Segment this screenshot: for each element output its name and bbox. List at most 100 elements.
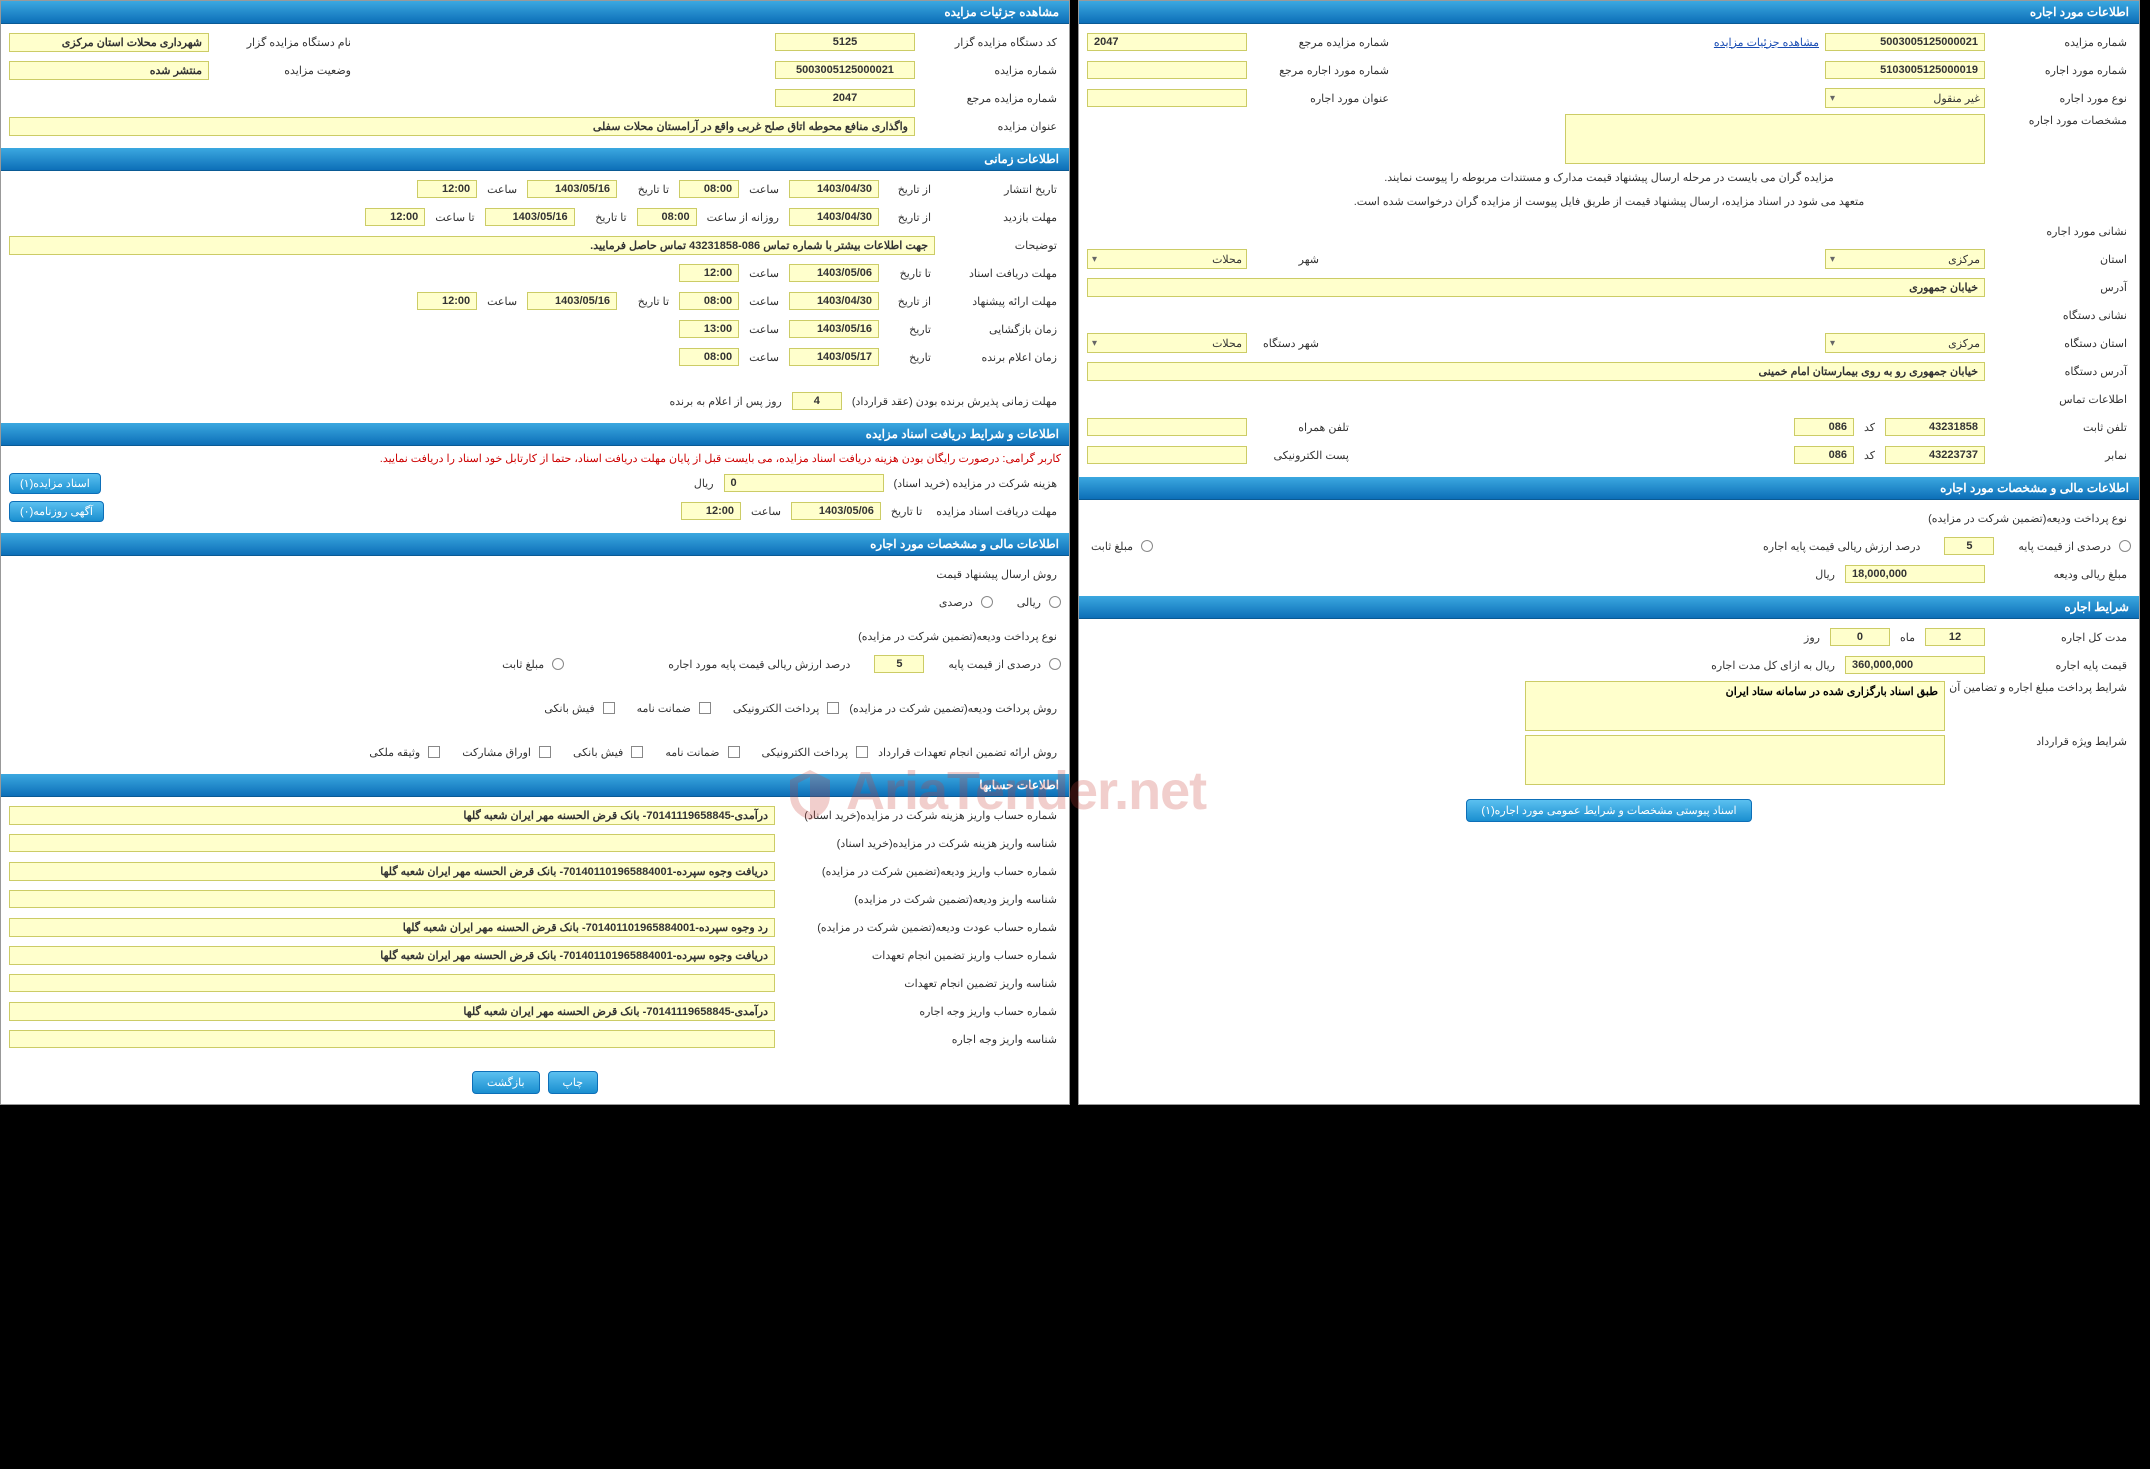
deposit-amount-value: 18,000,000 <box>1845 565 1985 583</box>
print-button[interactable]: چاپ <box>548 1071 599 1094</box>
doc-deadline-label: مهلت دریافت اسناد مزایده <box>932 505 1061 518</box>
org-address-value: خیابان جمهوری رو به روی بیمارستان امام خ… <box>1087 362 1985 381</box>
l-radio-fixed[interactable]: مبلغ ثابت <box>1087 540 1153 553</box>
rent-title-value <box>1087 89 1247 107</box>
org-province-select[interactable]: مرکزی▾ <box>1825 333 1985 353</box>
cb-epay2[interactable]: پرداخت الکترونیکی <box>758 746 869 759</box>
acc3-label: شماره حساب واریز ودیعه(تضمین شرکت در مزا… <box>781 865 1061 878</box>
city-select[interactable]: محلات▾ <box>1087 249 1247 269</box>
chevron-down-icon: ▾ <box>1830 338 1835 349</box>
acc7-value <box>9 974 775 992</box>
chevron-down-icon: ▾ <box>1830 254 1835 265</box>
visit-to-date: 1403/05/16 <box>485 208 575 226</box>
visit-from-time: 08:00 <box>637 208 697 226</box>
doc-recv-label: مهلت دریافت اسناد <box>941 267 1061 280</box>
rent-num-label: شماره مورد اجاره <box>1991 64 2131 77</box>
total-period-label: مدت کل اجاره <box>1991 631 2131 644</box>
phone-code-value: 086 <box>1794 418 1854 436</box>
acc8-value: درآمدی-70141119658845- بانک قرض الحسنه م… <box>9 1002 775 1021</box>
acc7-label: شناسه واریز تضمین انجام تعهدات <box>781 977 1061 990</box>
email-value <box>1087 446 1247 464</box>
ad-button[interactable]: آگهی روزنامه(۰) <box>9 501 104 522</box>
deposit-amount-label: مبلغ ریالی ودیعه <box>1991 568 2131 581</box>
rent-type-label: نوع مورد اجاره <box>1991 92 2131 105</box>
acc6-label: شماره حساب واریز تضمین انجام تعهدات <box>781 949 1061 962</box>
offer-label: مهلت ارائه پیشنهاد <box>941 295 1061 308</box>
deposit-type-label: نوع پرداخت ودیعه(تضمین شرکت در مزایده) <box>854 630 1061 643</box>
rent-addr-label: نشانی مورد اجاره <box>1991 225 2131 238</box>
view-detail-link[interactable]: مشاهده جزئیات مزایده <box>1714 36 1819 49</box>
title-value: واگذاری منافع محوطه اتاق صلح غربی واقع د… <box>9 117 915 136</box>
pct-value: 5 <box>874 655 924 673</box>
auction-detail-panel: مشاهده جزئیات مزایده کد دستگاه مزایده گز… <box>0 0 1070 1105</box>
acc8-label: شماره حساب واریز وجه اجاره <box>781 1005 1061 1018</box>
pay-terms-textarea[interactable]: طبق اسناد بارگزاری شده در سامانه ستاد ای… <box>1525 681 1945 731</box>
offer-to-date: 1403/05/16 <box>527 292 617 310</box>
base-price-label: قیمت پایه اجاره <box>1991 659 2131 672</box>
ref-num-label: شماره مزایده مرجع <box>921 92 1061 105</box>
cb-epay[interactable]: پرداخت الکترونیکی <box>729 702 840 715</box>
open-label: زمان بازگشایی <box>941 323 1061 336</box>
radio-percent[interactable]: درصدی <box>935 596 993 609</box>
contract-terms-textarea[interactable] <box>1525 735 1945 785</box>
l-deposit-type-label: نوع پرداخت ودیعه(تضمین شرکت در مزایده) <box>1924 512 2131 525</box>
org-name-label: نام دستگاه مزایده گزار <box>215 36 355 49</box>
rent-ref-label: شماره مورد اجاره مرجع <box>1253 64 1393 77</box>
cb-bank2[interactable]: فیش بانکی <box>569 746 643 759</box>
auction-num-value: 5003005125000021 <box>775 61 915 79</box>
section-auction-detail: مشاهده جزئیات مزایده <box>1 1 1069 24</box>
org-city-select[interactable]: محلات▾ <box>1087 333 1247 353</box>
l-pct-value: 5 <box>1944 537 1994 555</box>
ref-num-value: 2047 <box>775 89 915 107</box>
org-city-label: شهر دستگاه <box>1253 337 1323 350</box>
cb-property[interactable]: وثیقه ملکی <box>365 746 440 759</box>
org-province-label: استان دستگاه <box>1991 337 2131 350</box>
doc-deadline-date: 1403/05/06 <box>791 502 881 520</box>
desc-value: جهت اطلاعات بیشتر با شماره تماس 086-4323… <box>9 236 935 255</box>
doc-deadline-time: 12:00 <box>681 502 741 520</box>
acc6-value: دریافت وجوه سپرده-701401101965884001- با… <box>9 946 775 965</box>
chevron-down-icon: ▾ <box>1092 338 1097 349</box>
chevron-down-icon: ▾ <box>1092 254 1097 265</box>
cb-guarantee[interactable]: ضمانت نامه <box>633 702 711 715</box>
radio-rial[interactable]: ریالی <box>1013 596 1061 609</box>
province-select[interactable]: مرکزی▾ <box>1825 249 1985 269</box>
auction-code-label: کد دستگاه مزایده گزار <box>921 36 1061 49</box>
acc5-label: شماره حساب عودت ودیعه(تضمین شرکت در مزای… <box>781 921 1061 934</box>
radio-base-pct[interactable]: درصدی از قیمت پایه <box>944 658 1061 671</box>
radio-fixed[interactable]: مبلغ ثابت <box>498 658 564 671</box>
back-button[interactable]: بازگشت <box>472 1071 540 1094</box>
open-date: 1403/05/16 <box>789 320 879 338</box>
fax-label: نمابر <box>1991 449 2131 462</box>
rent-spec-textarea[interactable] <box>1565 114 1985 164</box>
note1: مزایده گران می بایست در مرحله ارسال پیشن… <box>1087 170 2131 188</box>
pub-to-time: 12:00 <box>417 180 477 198</box>
cb-bank[interactable]: فیش بانکی <box>540 702 614 715</box>
section-l-financial: اطلاعات مالی و مشخصات مورد اجاره <box>1079 477 2139 500</box>
winner-time: 08:00 <box>679 348 739 366</box>
pub-from-date: 1403/04/30 <box>789 180 879 198</box>
contract-method-label: روش ارائه تضمین انجام تعهدات قرارداد <box>874 746 1061 759</box>
contact-label: اطلاعات تماس <box>1991 393 2131 406</box>
section-rental-info: اطلاعات مورد اجاره <box>1079 1 2139 24</box>
rent-type-select[interactable]: غیر منقول▾ <box>1825 88 1985 108</box>
rent-num-value: 5103005125000019 <box>1825 61 1985 79</box>
base-price-value: 360,000,000 <box>1845 656 1985 674</box>
offer-from-time: 08:00 <box>679 292 739 310</box>
offer-to-time: 12:00 <box>417 292 477 310</box>
acc2-value <box>9 834 775 852</box>
mobile-label: تلفن همراه <box>1253 421 1353 434</box>
section-rent-terms: شرایط اجاره <box>1079 596 2139 619</box>
l-radio-base-pct[interactable]: درصدی از قیمت پایه <box>2014 540 2131 553</box>
cb-guarantee2[interactable]: ضمانت نامه <box>661 746 739 759</box>
attachments-button[interactable]: اسناد پیوستی مشخصات و شرایط عمومی مورد ا… <box>1466 799 1751 822</box>
visit-label: مهلت بازدید <box>941 211 1061 224</box>
open-time: 13:00 <box>679 320 739 338</box>
rent-ref-value <box>1087 61 1247 79</box>
desc-label: توضیحات <box>941 239 1061 252</box>
docs-button[interactable]: اسناد مزایده(۱) <box>9 473 101 494</box>
title-label: عنوان مزایده <box>921 120 1061 133</box>
cb-securities[interactable]: اوراق مشارکت <box>458 746 551 759</box>
winner-date: 1403/05/17 <box>789 348 879 366</box>
org-address-label: آدرس دستگاه <box>1991 365 2131 378</box>
